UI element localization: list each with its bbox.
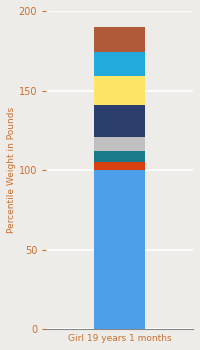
Y-axis label: Percentile Weight in Pounds: Percentile Weight in Pounds bbox=[7, 107, 16, 233]
Bar bbox=[94, 151, 145, 162]
Bar bbox=[94, 136, 145, 151]
Bar bbox=[94, 162, 145, 170]
Bar bbox=[94, 170, 145, 329]
Bar bbox=[94, 52, 145, 76]
Bar bbox=[94, 27, 145, 52]
Bar bbox=[94, 105, 145, 136]
Bar bbox=[94, 76, 145, 105]
